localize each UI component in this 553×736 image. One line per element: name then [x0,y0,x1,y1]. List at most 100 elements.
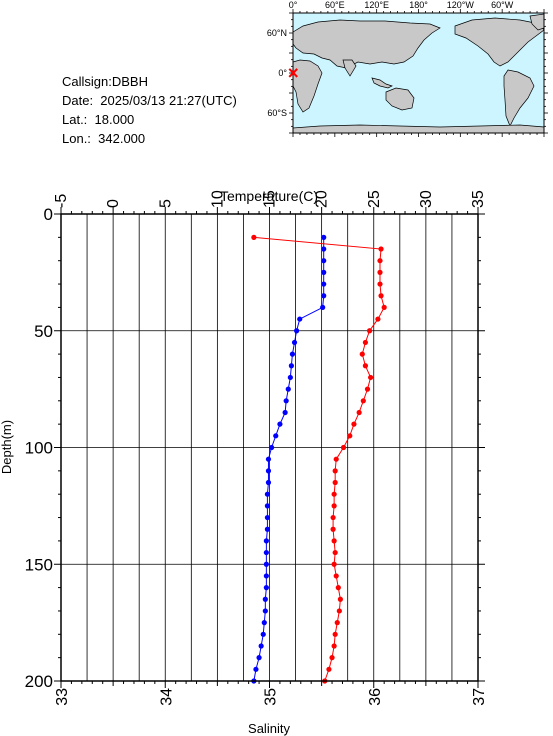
temperature-data-point [294,328,300,334]
south-america-landmass [503,69,535,127]
temperature-data-point [264,514,271,521]
salinity-data-point [336,608,342,614]
temperature-tick-label: 35 [470,190,487,208]
salinity-data-point [351,421,357,427]
temperature-tick-label: 5 [157,199,174,208]
map-lat-label: 0° [278,68,287,78]
depth-tick-label: 0 [44,205,53,224]
map-lon-label: 60°E [325,0,345,10]
temperature-data-point [264,503,271,509]
map-lon-label: 120°E [364,0,389,10]
temperature-data-point [263,561,269,567]
depth-tick-label: 200 [25,672,53,691]
depth-tick-label: 150 [25,555,53,574]
salinity-tick-labels: 33 34 35 36 37 [54,688,488,706]
temperature-data-point [273,433,279,439]
temperature-data-point [289,351,296,357]
africa-landmass [292,59,323,113]
map-lon-label: 0° [289,0,298,10]
salinity-data-point [333,456,339,462]
temperature-data-point [321,234,327,240]
australia-landmass [385,87,415,111]
salinity-data-point [347,433,353,439]
map-lat-labels: 60°N 0° 60°S [267,28,288,118]
x-mark-icon [288,68,298,78]
temperature-data-point [321,281,327,287]
salinity-data-point [375,316,381,322]
salinity-data-point [360,398,366,404]
salinity-data-point [332,631,338,637]
salinity-data-point [381,304,387,310]
salinity-data-point [334,620,340,626]
map-land [292,13,545,134]
north-america-landmass [454,17,545,67]
india-landmass [342,59,357,77]
map-lat-label: 60°S [267,108,287,118]
temperature-tick-label: 20 [314,190,331,208]
salinity-tick-label: 35 [263,688,280,706]
salinity-data-point [364,386,371,392]
map-lon-labels: 0° 60°E 120°E 180° 120°W 60°W [289,0,514,10]
temperature-data-point [297,316,303,322]
salinity-tick-label: 34 [158,688,175,706]
salinity-data-point [368,374,374,381]
temperature-data-point [260,631,266,637]
temperature-data-point [265,456,272,462]
temperature-data-point [263,538,269,544]
plot-frame [60,213,479,682]
temperature-tick-label: 10 [209,190,226,208]
temperature-data-point [283,398,289,404]
temperature-tick-label: 25 [366,190,383,208]
temperature-data-point [261,620,267,626]
temperature-data-point [320,304,326,310]
date-text: Date: 2025/03/13 21:27(UTC) [62,93,237,108]
salinity-data-point [333,573,339,579]
salinity-data-point [340,444,347,451]
temperature-data-point [262,608,268,614]
salinity-tick-label: 36 [367,688,384,706]
temperature-data-point [288,363,294,369]
temperature-axis-title: Temperature(C) [220,188,318,204]
temperature-data-point [287,374,293,381]
temperature-tick-label: 30 [418,190,435,208]
salinity-data-point [332,468,338,474]
salinity-data-point [337,596,343,602]
salinity-data-point [331,503,337,509]
temperature-data-point [265,479,272,486]
temperature-data-point [268,444,275,451]
salinity-data-point [330,514,336,521]
temperature-data-point [262,596,268,602]
temperature-data-point [285,386,291,392]
temperature-tick-label: 0 [105,199,122,208]
salinity-data-point [331,561,337,567]
eurasia-landmass [292,19,441,69]
salinity-data-point [331,538,337,544]
greenland-landmass [529,13,545,31]
temperature-data-point [321,293,327,299]
temperature-data-point [277,421,283,427]
temperature-data-point [264,526,271,532]
salinity-data-point [366,328,373,334]
temperature-data-point [253,666,259,672]
map-lon-label: 180° [409,0,428,10]
depth-tick-labels: 0 50 100 150 200 [25,205,53,691]
salinity-axis-title: Salinity [248,721,290,736]
salinity-data-point [332,479,338,486]
depth-tick-label: 50 [34,322,53,341]
salinity-data-point [332,549,338,556]
salinity-data-point [330,526,336,532]
salinity-tick-label: 37 [471,688,488,706]
temperature-data-point [264,491,271,497]
indonesia-landmass [371,77,393,89]
temperature-tick-label: -5 [53,194,70,208]
salinity-data-point [329,655,335,661]
temperature-data-point [291,339,298,346]
depth-tick-label: 100 [25,439,53,458]
temperature-tick-labels: -5 0 5 10 15 20 25 30 35 [53,190,487,208]
salinity-data-point [335,585,341,591]
series-layer [251,234,387,684]
temperature-data-point [321,246,327,252]
station-info: Callsign:DBBH Date: 2025/03/13 21:27(UTC… [62,72,237,148]
temperature-data-point [263,585,269,591]
